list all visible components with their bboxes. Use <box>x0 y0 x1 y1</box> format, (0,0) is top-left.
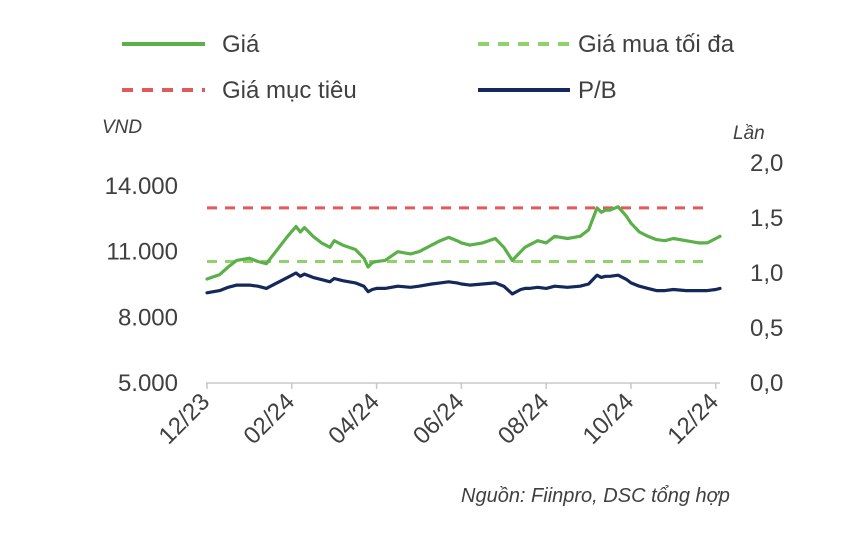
left-axis-tick-label: 5.000 <box>118 370 178 397</box>
legend: Giá Giá mua tối đa Giá mục tiêu P/B <box>122 31 735 104</box>
right-axis-unit: Lần <box>733 123 765 144</box>
legend-label-gia: Giá <box>222 31 260 58</box>
right-axis-tick-label: 0,0 <box>750 370 783 397</box>
left-axis-tick-label: 8.000 <box>118 304 178 331</box>
x-axis-tick-label: 04/24 <box>323 388 385 450</box>
x-axis-tick-label: 10/24 <box>578 388 640 450</box>
left-axis-tick-label: 11.000 <box>106 239 178 266</box>
x-axis-ticks: 12/23 02/24 04/24 06/24 08/24 10/24 12/24 <box>154 383 724 450</box>
price-series-line <box>205 205 722 281</box>
right-axis-tick-label: 0,5 <box>750 315 783 342</box>
right-axis-tick-label: 1,5 <box>750 205 783 232</box>
right-axis-ticks: 0,0 0,5 1,0 1,5 2,0 <box>750 150 783 397</box>
legend-label-gia-muc-tieu: Giá mục tiêu <box>222 77 357 104</box>
series-layer <box>205 205 722 296</box>
x-axis-tick-label: 12/23 <box>154 388 216 450</box>
legend-label-pb: P/B <box>578 77 617 104</box>
right-axis-tick-label: 2,0 <box>750 150 783 177</box>
legend-label-gia-mua-toi-da: Giá mua tối đa <box>578 31 735 58</box>
left-axis-unit: VND <box>102 117 142 138</box>
left-axis-tick-label: 14.000 <box>105 173 178 200</box>
x-axis-tick-label: 08/24 <box>493 388 555 450</box>
right-axis-tick-label: 1,0 <box>750 260 783 287</box>
left-axis-ticks: 5.000 8.000 11.000 14.000 <box>105 173 178 397</box>
x-axis-tick-label: 06/24 <box>408 388 470 450</box>
pb-series-line <box>205 271 722 296</box>
source-note: Nguồn: Fiinpro, DSC tổng hợp <box>461 485 730 507</box>
x-axis-tick-label: 12/24 <box>662 388 724 450</box>
x-axis-tick-label: 02/24 <box>238 388 300 450</box>
